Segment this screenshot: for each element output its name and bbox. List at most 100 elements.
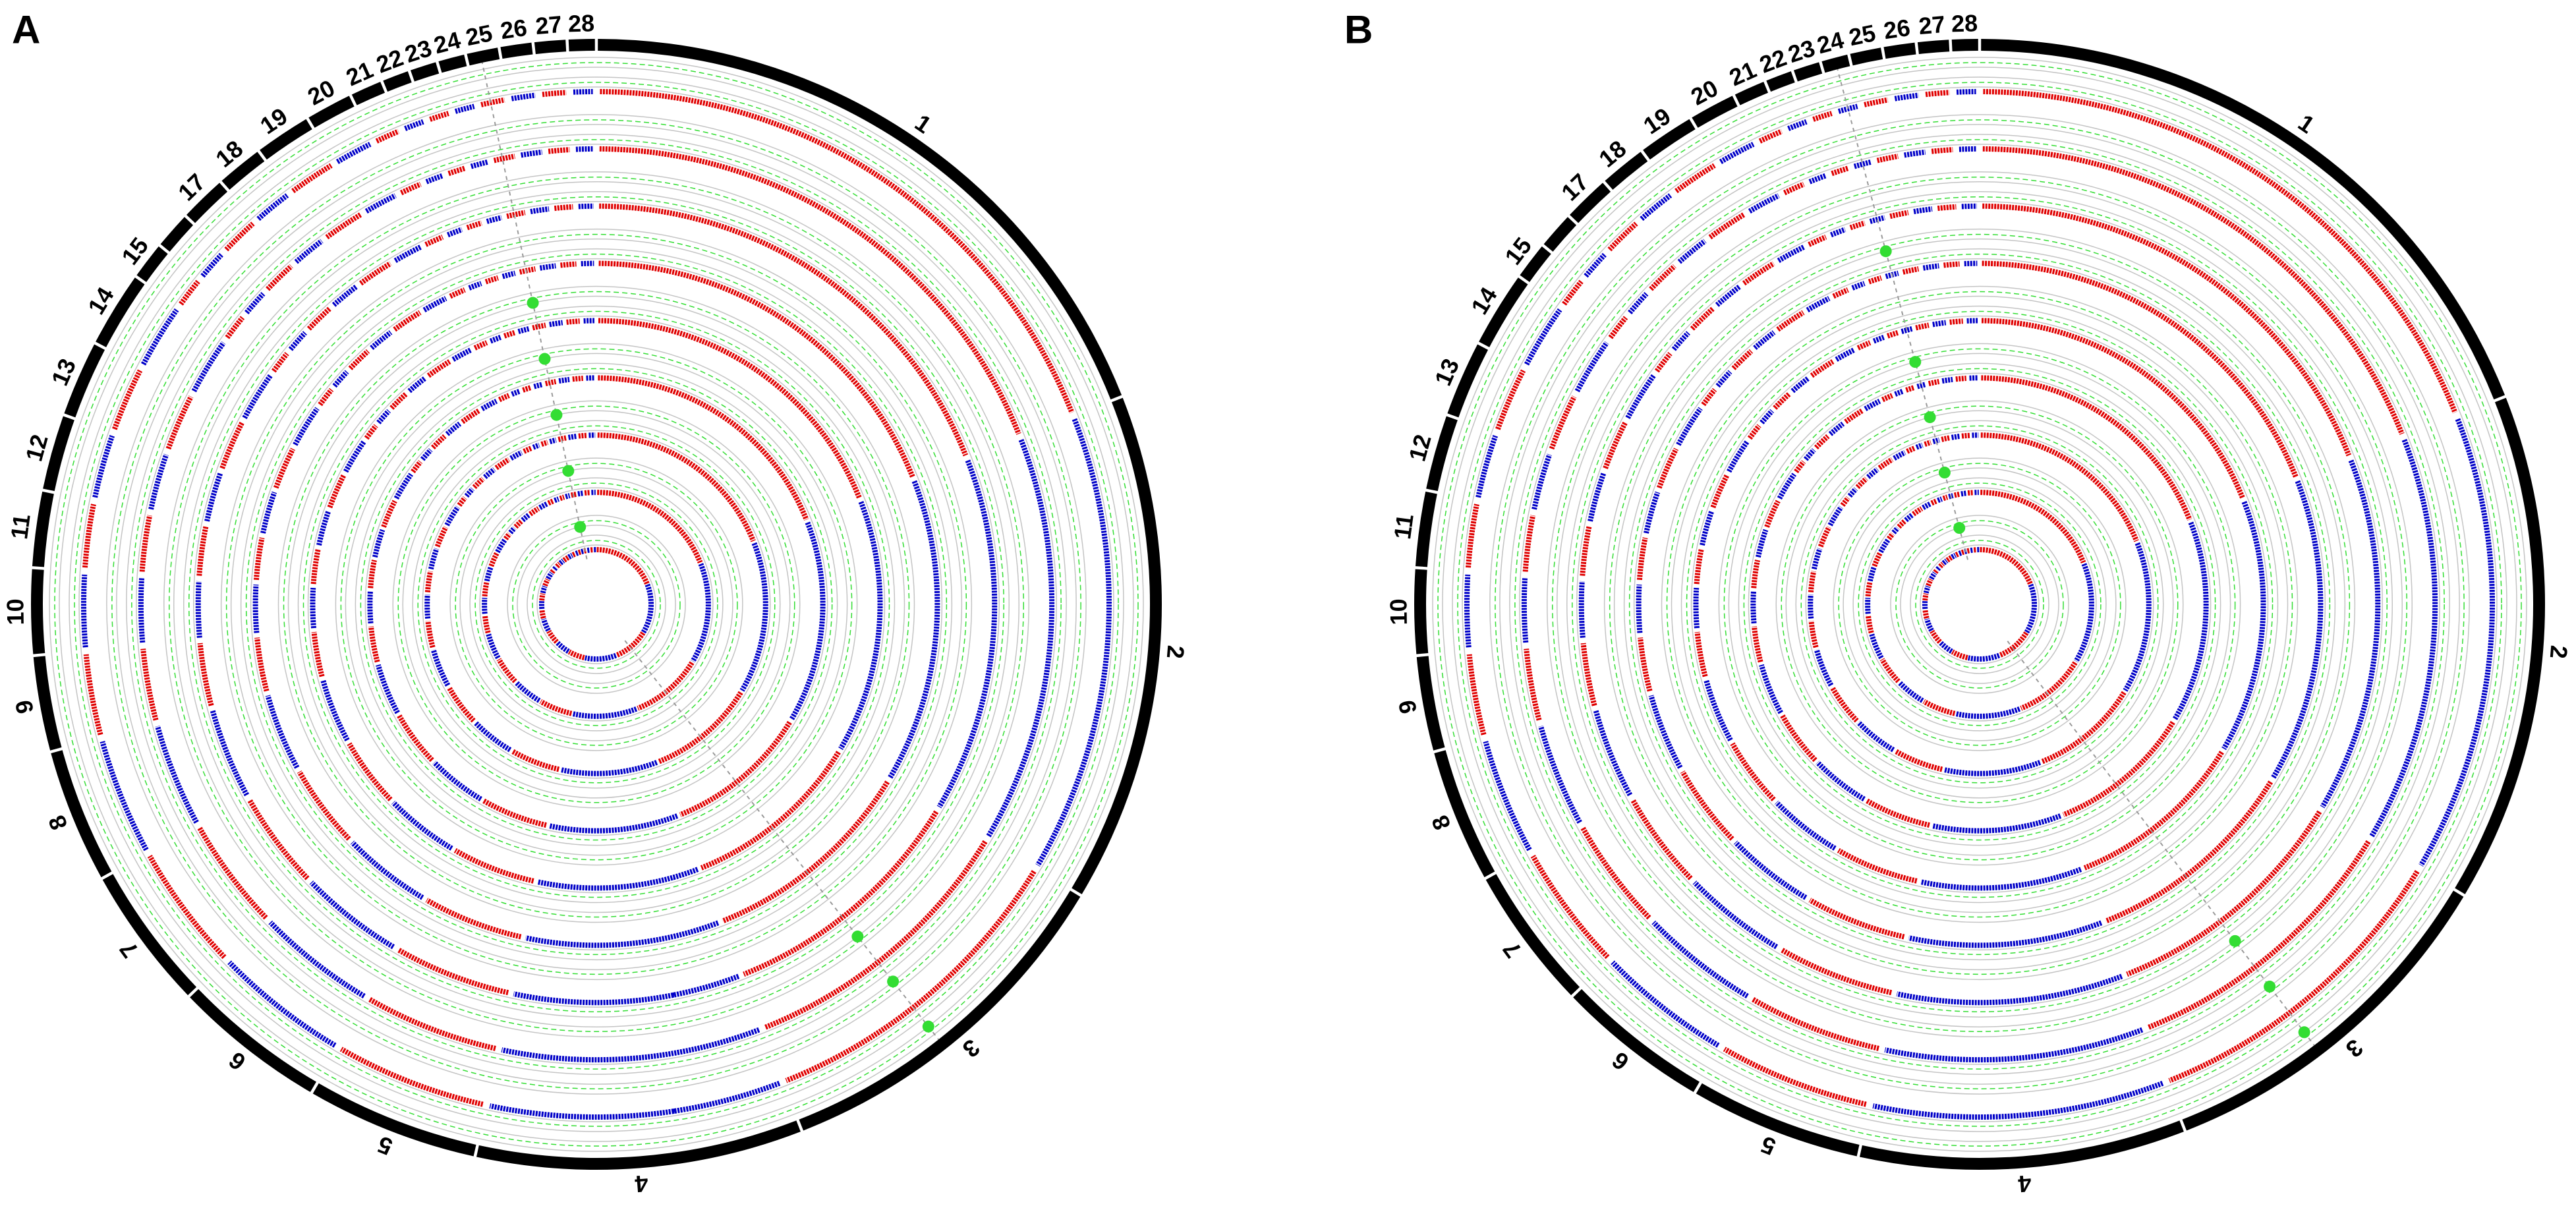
track-points: [331, 284, 358, 307]
threshold-ring: [74, 82, 1119, 1127]
track-points: [482, 582, 490, 597]
threshold-ring: [1723, 348, 2236, 861]
track-points: [1958, 550, 1962, 556]
track-points: [2369, 438, 2438, 838]
track-points: [577, 490, 584, 497]
grid-ring: [1690, 315, 2269, 894]
track-points: [1872, 1080, 2164, 1120]
track-points: [260, 491, 277, 534]
track-points: [393, 310, 422, 332]
threshold-ring: [1895, 520, 2064, 689]
grid-ring: [220, 228, 973, 981]
track-points: [1530, 855, 1610, 960]
grid-ring: [364, 372, 828, 836]
track-points: [1872, 552, 1883, 567]
track-points: [389, 391, 409, 410]
track-points: [191, 341, 226, 393]
threshold-ring: [1609, 233, 2351, 975]
track-points: [381, 500, 397, 528]
chromosome-band: [1479, 277, 1528, 347]
track-points: [986, 438, 1055, 838]
track-points: [1925, 90, 1950, 98]
chromosome-band: [260, 119, 312, 160]
track-points: [225, 316, 245, 339]
track-points: [1865, 582, 1873, 597]
track-points: [1810, 359, 1835, 378]
track-points: [506, 210, 526, 219]
track-points: [316, 510, 331, 546]
track-points: [165, 395, 194, 450]
track-points: [743, 810, 939, 977]
track-points: [140, 648, 159, 721]
chromosome-band: [410, 62, 440, 82]
track-points: [542, 90, 567, 98]
track-points: [210, 710, 250, 797]
threshold-ring: [1781, 405, 2179, 803]
track-points: [244, 292, 266, 314]
track-points: [1676, 407, 1703, 446]
track-points: [1916, 382, 1927, 389]
track-points: [1727, 440, 1750, 473]
track-points: [473, 720, 512, 753]
grid-ring: [449, 457, 743, 751]
track-points: [501, 1027, 760, 1063]
track-points: [242, 374, 273, 419]
track-points: [1748, 193, 1780, 214]
track-points: [375, 129, 400, 144]
track-points: [422, 296, 447, 312]
threshold-ring: [245, 253, 948, 956]
track-points: [370, 330, 393, 351]
track-points: [1961, 203, 1977, 210]
track-points: [434, 526, 449, 548]
track-points: [1844, 408, 1864, 424]
chromosome-label: 7: [114, 936, 144, 963]
track-points: [138, 577, 146, 643]
chromosome-band: [96, 277, 145, 347]
threshold-ring: [1514, 139, 2445, 1070]
track-points: [420, 447, 433, 461]
track-points: [1811, 548, 1823, 570]
chromosome-label: 4: [634, 1170, 649, 1197]
track-points: [256, 193, 289, 221]
track-points: [539, 263, 556, 271]
chromosome-label: 12: [1403, 432, 1436, 465]
track-points: [1922, 593, 1929, 601]
track-points: [549, 320, 563, 328]
track-points: [1578, 581, 1586, 638]
track-points: [446, 686, 476, 723]
track-points: [348, 349, 370, 370]
track-points: [1831, 165, 1849, 177]
track-points: [1955, 706, 2021, 719]
track-points: [513, 973, 740, 1006]
track-points: [254, 637, 270, 692]
track-points: [1773, 391, 1792, 410]
chromosome-band: [467, 47, 500, 66]
track-points: [407, 376, 427, 393]
track-points: [1756, 529, 1769, 558]
track-points: [1894, 92, 1919, 101]
track-points: [294, 239, 324, 264]
grid-ring: [183, 191, 1010, 1018]
grid-ring: [193, 201, 1000, 1008]
track-points: [486, 633, 501, 660]
track-points: [1904, 513, 1914, 523]
grid-ring: [527, 534, 666, 674]
track-points: [411, 460, 423, 474]
track-points: [484, 566, 494, 582]
track-points: [1904, 149, 1926, 158]
track-points: [1935, 565, 1942, 571]
grid-ring: [1671, 295, 2289, 913]
track-points: [575, 550, 579, 556]
chromosome-band: [476, 1120, 801, 1170]
track-points: [1897, 680, 1924, 703]
track-points: [1808, 594, 1814, 619]
track-points: [325, 212, 362, 240]
track-points: [1897, 519, 1906, 529]
grid-ring: [1833, 457, 2127, 751]
chromosome-label: 2: [2545, 645, 2573, 660]
track-points: [838, 501, 883, 751]
chromosome-band: [1605, 152, 1648, 190]
track-points: [1794, 460, 1806, 474]
significant-point: [1879, 245, 1892, 258]
